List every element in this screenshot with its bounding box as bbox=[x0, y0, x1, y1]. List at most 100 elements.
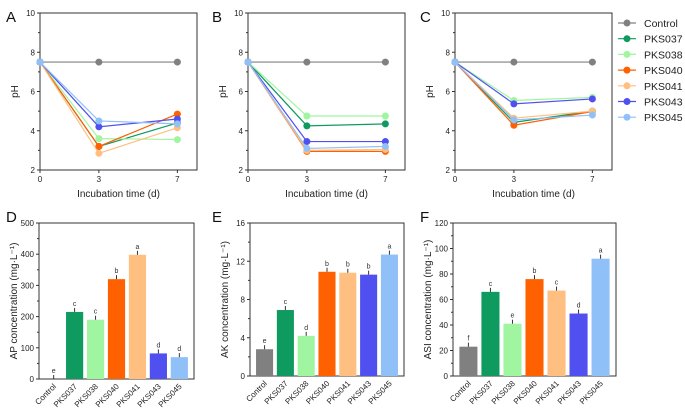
legend-marker bbox=[623, 82, 631, 90]
bar-PKS043 bbox=[149, 353, 167, 379]
y-tick-label: 2 bbox=[239, 166, 244, 175]
y-tick-label: 200 bbox=[21, 313, 35, 322]
legend-label: PKS043 bbox=[644, 97, 683, 109]
data-point bbox=[173, 115, 181, 123]
data-point bbox=[303, 138, 311, 146]
panel-B: B 2 4 6 8 10 pH 0 3 7 Incubation time (d) bbox=[212, 9, 406, 200]
data-point bbox=[381, 58, 389, 66]
series-PKS045 bbox=[244, 58, 389, 152]
bar-PKS041 bbox=[339, 272, 357, 376]
bar-PKS040 bbox=[318, 271, 336, 376]
series-PKS045 bbox=[451, 58, 596, 124]
bar-PKS043 bbox=[360, 274, 378, 376]
series-PKS043 bbox=[36, 58, 181, 131]
legend-marker bbox=[623, 35, 631, 43]
y-axis-label: AP concentration (mg·L⁻¹) bbox=[9, 243, 20, 360]
bar-PKS043 bbox=[569, 313, 588, 376]
legend-label: PKS045 bbox=[644, 112, 683, 124]
data-point bbox=[588, 58, 596, 66]
y-tick-label: 40 bbox=[439, 321, 448, 330]
series-line bbox=[247, 61, 386, 151]
y-tick-label: 300 bbox=[21, 281, 35, 290]
y-axis-label: pH bbox=[10, 85, 21, 98]
legend-label: PKS038 bbox=[644, 49, 683, 61]
significance-letter: d bbox=[156, 342, 160, 349]
y-tick-label: 12 bbox=[236, 257, 245, 266]
plot-frame bbox=[454, 12, 613, 171]
x-axis-label: Incubation time (d) bbox=[77, 189, 160, 200]
significance-letter: e bbox=[511, 313, 515, 320]
significance-letter: c bbox=[73, 301, 77, 308]
panel-D: D 0 100 200 300 400 500 AP concentration (mg·L⁻… bbox=[6, 209, 195, 410]
bar-PKS038 bbox=[297, 335, 315, 376]
data-point bbox=[173, 120, 181, 128]
series-line bbox=[247, 61, 386, 152]
legend-marker bbox=[623, 98, 631, 105]
bar-PKS037 bbox=[276, 310, 294, 376]
series-line bbox=[39, 61, 178, 141]
significance-letter: a bbox=[599, 248, 603, 255]
y-tick-label: 4 bbox=[31, 127, 36, 136]
series-PKS041 bbox=[244, 58, 389, 154]
bar-PKS040 bbox=[107, 279, 126, 379]
series-line bbox=[39, 61, 178, 148]
series-PKS041 bbox=[451, 58, 596, 122]
x-axis-label: Incubation time (d) bbox=[492, 189, 575, 200]
significance-letter: b bbox=[346, 262, 350, 269]
y-axis-label: AK concentration (mg·L⁻¹) bbox=[220, 241, 231, 358]
significance-letter: a bbox=[135, 244, 139, 251]
y-tick-label: 4 bbox=[446, 127, 451, 136]
y-tick-label: 0 bbox=[444, 372, 449, 381]
significance-letter: e bbox=[52, 368, 56, 375]
panel-letter: B bbox=[212, 9, 222, 26]
data-point bbox=[95, 142, 103, 150]
data-point bbox=[173, 110, 181, 118]
data-point bbox=[303, 144, 311, 152]
bar-PKS037 bbox=[66, 311, 84, 379]
series-PKS040 bbox=[244, 58, 389, 155]
data-point bbox=[510, 58, 518, 66]
bar-PKS038 bbox=[86, 319, 105, 379]
x-tick-label: 7 bbox=[175, 175, 180, 184]
bar-PKS040 bbox=[525, 279, 544, 376]
y-tick-label: 0 bbox=[30, 375, 35, 384]
series-PKS037 bbox=[244, 58, 389, 130]
series-line bbox=[247, 61, 386, 143]
series-Control bbox=[36, 58, 181, 66]
y-tick-label: 8 bbox=[239, 48, 244, 57]
data-point bbox=[381, 142, 389, 150]
data-point bbox=[510, 121, 518, 129]
series-Control bbox=[244, 58, 389, 66]
legend-label: PKS040 bbox=[644, 65, 683, 77]
data-point bbox=[303, 112, 311, 120]
significance-letter: c bbox=[489, 281, 493, 288]
panel-letter: A bbox=[6, 9, 16, 26]
panel-letter: C bbox=[420, 9, 431, 26]
y-tick-label: 60 bbox=[439, 296, 448, 305]
y-tick-label: 6 bbox=[239, 88, 244, 97]
data-point bbox=[588, 111, 596, 119]
data-point bbox=[95, 135, 103, 143]
y-tick-label: 120 bbox=[435, 219, 449, 228]
data-point bbox=[173, 58, 181, 66]
data-point bbox=[95, 58, 103, 66]
data-point bbox=[510, 116, 518, 124]
y-tick-label: 2 bbox=[31, 166, 36, 175]
significance-letter: a bbox=[387, 244, 391, 251]
y-tick-label: 4 bbox=[241, 334, 246, 343]
y-axis-label: pH bbox=[218, 85, 229, 98]
data-point bbox=[36, 58, 44, 66]
x-tick-label: 7 bbox=[590, 175, 595, 184]
legend-label: PKS041 bbox=[644, 81, 683, 93]
data-point bbox=[173, 136, 181, 144]
y-tick-label: 8 bbox=[241, 296, 246, 305]
series-line bbox=[247, 61, 386, 150]
data-point bbox=[95, 149, 103, 157]
x-axis-label: Incubation time (d) bbox=[285, 189, 368, 200]
y-tick-label: 10 bbox=[234, 9, 243, 18]
data-point bbox=[381, 138, 389, 146]
significance-letter: d bbox=[177, 346, 181, 353]
x-tick-label: PKS045 bbox=[157, 382, 185, 410]
